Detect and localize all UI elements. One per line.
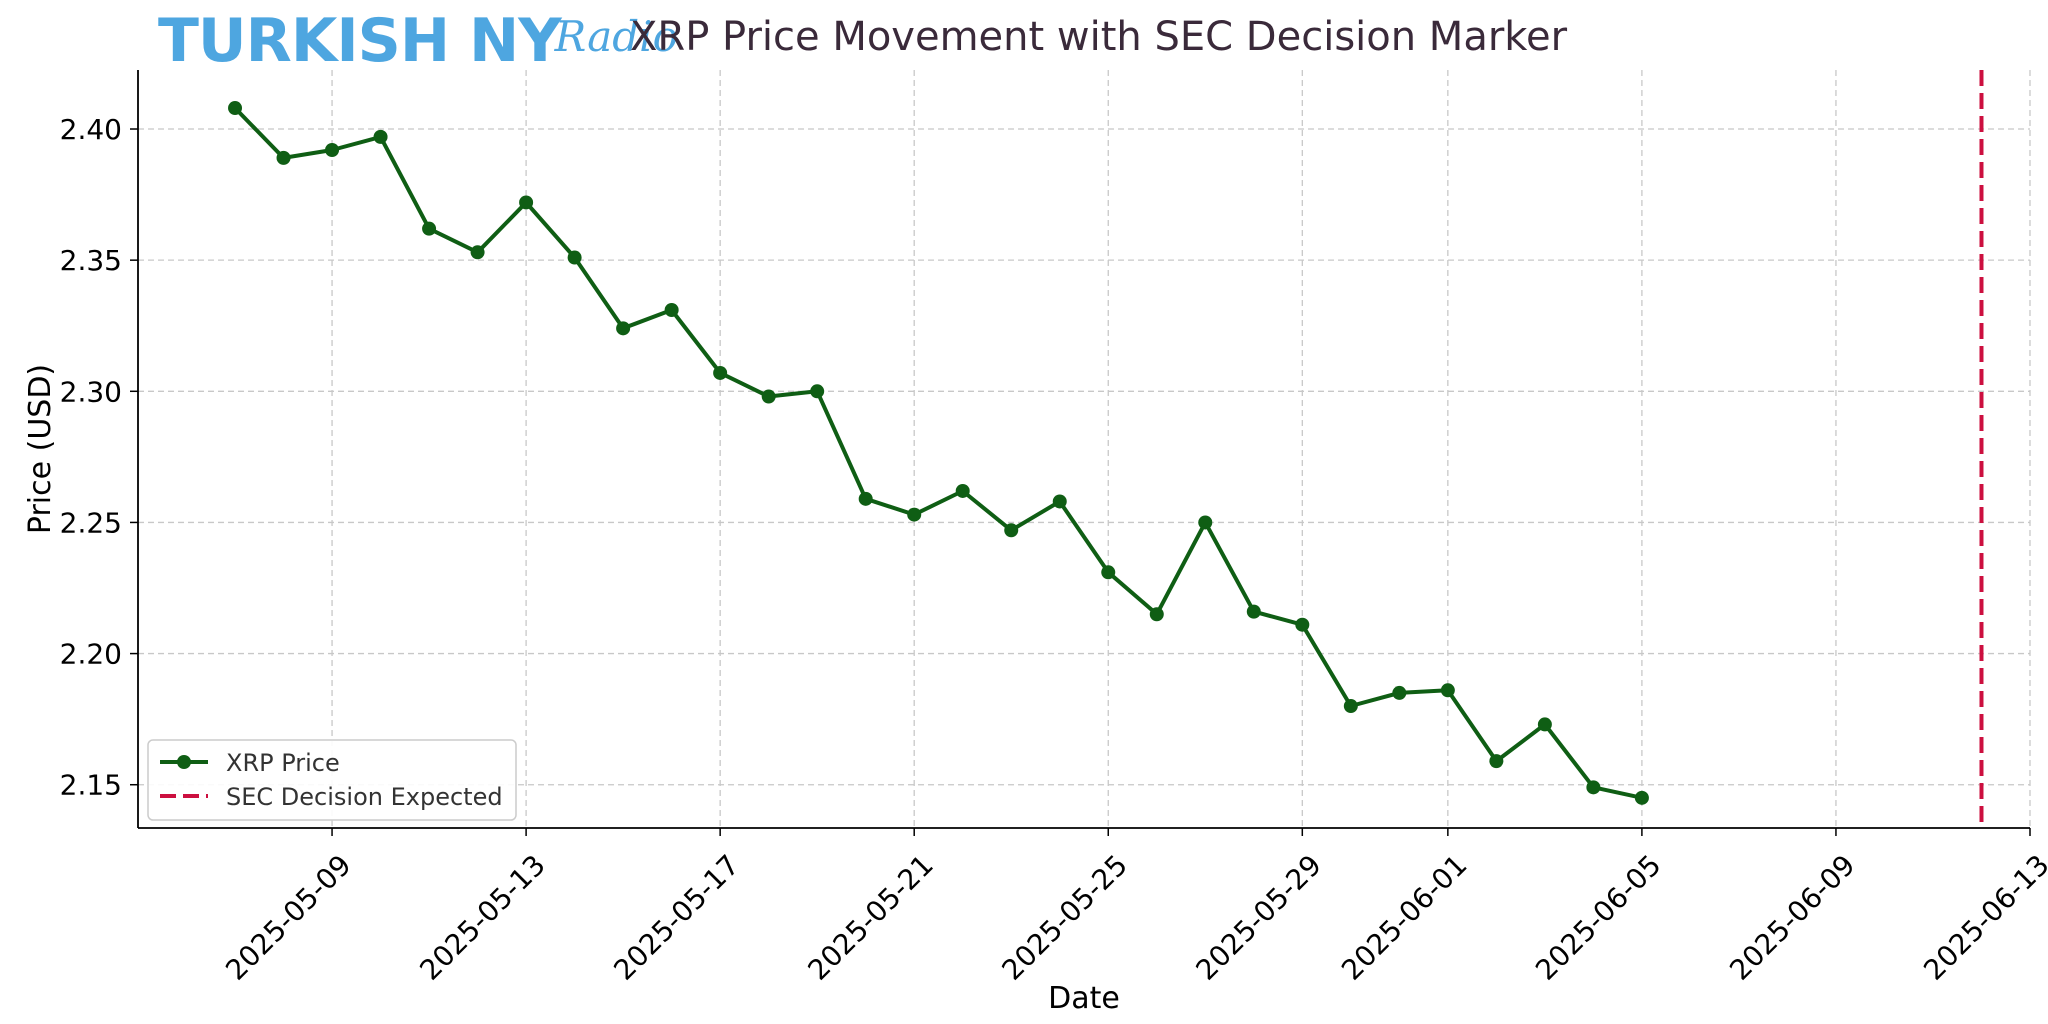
legend-label-sec-decision: SEC Decision Expected xyxy=(226,783,503,811)
xrp-price-point xyxy=(907,507,922,522)
y-axis-label: Price (USD) xyxy=(23,364,58,534)
x-tick-label: 2025-05-13 xyxy=(413,848,551,986)
xrp-price-point xyxy=(1101,565,1116,580)
xrp-price-series xyxy=(228,101,1649,805)
xrp-price-point xyxy=(1537,717,1552,732)
y-tick-label: 2.30 xyxy=(60,375,122,408)
xrp-price-point xyxy=(1198,515,1213,530)
xrp-price-point xyxy=(373,129,388,144)
chart-title: XRP Price Movement with SEC Decision Mar… xyxy=(630,14,1568,60)
x-tick-label: 2025-05-21 xyxy=(801,848,939,986)
xrp-price-point xyxy=(616,321,631,336)
xrp-price-point xyxy=(276,150,291,165)
xrp-price-point xyxy=(1004,523,1019,538)
xrp-price-point xyxy=(470,245,485,260)
tick-labels: 2.15 2.20 2.25 2.30 2.35 2.40 2025-05-09 2025-0… xyxy=(60,113,2048,987)
xrp-price-point xyxy=(1392,685,1407,700)
xrp-price-point xyxy=(1343,699,1358,714)
legend-label-xrp-price: XRP Price xyxy=(226,749,340,777)
x-tick-label: 2025-05-29 xyxy=(1190,848,1328,986)
x-tick-label: 2025-06-05 xyxy=(1529,848,1667,986)
xrp-price-point xyxy=(1246,604,1261,619)
x-axis-label: Date xyxy=(1048,981,1120,1016)
xrp-price-point xyxy=(325,142,340,157)
xrp-price-point xyxy=(761,389,776,404)
x-tick-label: 2025-06-01 xyxy=(1335,848,1473,986)
y-tick-label: 2.35 xyxy=(60,244,122,277)
xrp-price-point xyxy=(810,384,825,399)
xrp-price-point xyxy=(1440,683,1455,698)
logo-main-text: TURKISH NY xyxy=(158,6,562,76)
xrp-price-point xyxy=(664,302,679,317)
xrp-price-point xyxy=(955,483,970,498)
xrp-price-line xyxy=(233,106,1643,800)
xrp-price-point xyxy=(422,221,437,236)
xrp-price-point xyxy=(1052,494,1067,509)
y-tick-label: 2.25 xyxy=(60,506,122,539)
x-tick-label: 2025-05-17 xyxy=(607,848,745,986)
xrp-price-point xyxy=(567,250,582,265)
x-tick-label: 2025-06-09 xyxy=(1723,848,1861,986)
legend-box xyxy=(147,739,517,821)
xrp-price-point xyxy=(519,195,534,210)
xrp-price-point xyxy=(713,365,728,380)
xrp-price-point xyxy=(1149,607,1164,622)
xrp-price-point xyxy=(1489,754,1504,769)
logo-script-text: Radio xyxy=(554,12,678,61)
x-tick-label: 2025-06-13 xyxy=(1917,848,2048,986)
turkish-ny-radio-logo: TURKISH NYRadio xyxy=(158,6,678,76)
x-tick-label: 2025-05-25 xyxy=(996,848,1134,986)
legend: XRP Price SEC Decision Expected xyxy=(147,739,517,821)
legend-point-swatch xyxy=(177,755,191,769)
axes xyxy=(130,70,2031,836)
x-tick-label: 2025-05-09 xyxy=(219,848,357,986)
y-tick-label: 2.40 xyxy=(60,113,122,146)
grid-lines xyxy=(138,70,2031,828)
xrp-price-point xyxy=(1586,780,1601,795)
y-tick-label: 2.15 xyxy=(60,769,122,802)
xrp-price-point xyxy=(858,491,873,506)
xrp-price-point xyxy=(228,101,243,116)
y-tick-label: 2.20 xyxy=(60,638,122,671)
xrp-price-point xyxy=(1295,617,1310,632)
xrp-price-point xyxy=(1634,790,1649,805)
